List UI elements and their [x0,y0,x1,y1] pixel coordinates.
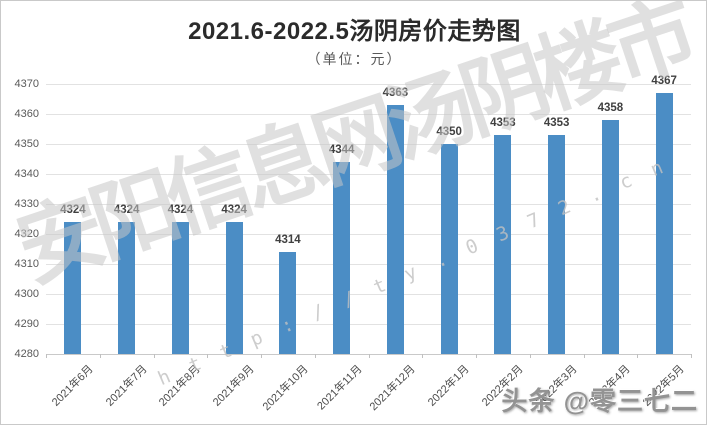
bar-value-label: 4324 [60,204,86,216]
x-axis-tick [46,354,47,358]
y-axis-label-4360: 4360 [14,108,39,120]
bar-value-label: 4350 [436,126,462,138]
gridline-4290 [46,324,691,325]
bar-value-label: 4353 [543,117,570,129]
bar-2021年7月 [118,222,136,354]
y-axis-label-4370: 4370 [14,78,39,90]
bar-value-label: 4324 [167,204,194,216]
x-axis-tick [261,354,262,358]
bar-2021年8月 [171,222,189,354]
bar-2021年9月 [225,222,243,354]
y-axis-label-4350: 4350 [14,138,39,150]
bar-2021年10月 [279,252,297,354]
y-axis-label-4310: 4310 [14,258,39,270]
x-axis-tick [314,354,316,358]
x-axis-tick [529,354,531,358]
x-axis-tick [153,354,155,358]
gridline-4320 [46,234,691,235]
bar-value-label: 4344 [328,144,355,156]
y-axis-label-4280: 4280 [14,348,39,360]
y-axis-label-4320: 4320 [14,228,39,240]
x-axis-tick [99,354,101,358]
bar-2021年11月 [333,162,351,354]
chart-title: 2021.6-2022.5汤阴房价走势图 [188,18,521,45]
gridline-4340 [46,174,691,175]
bar-2022年2月 [494,135,512,354]
bar-2021年6月 [64,222,82,354]
gridline-4370 [46,84,691,85]
bar-value-label: 4358 [597,102,624,114]
x-axis-tick [691,354,692,358]
bar-2021年12月 [386,105,404,354]
chart-header: 2021.6-2022.5汤阴房价走势图 （单位：元） [1,11,706,69]
bar-2022年1月 [440,144,458,354]
watermark-author-handle: 头条 @零三七二 [501,386,698,416]
y-axis-label-4330: 4330 [14,198,39,210]
gridline-4310 [46,264,691,265]
bar-2022年4月 [601,120,619,354]
y-axis-label-4340: 4340 [14,168,39,180]
bar-value-label: 4324 [221,204,247,216]
gridline-4360 [46,114,691,115]
gridline-4350 [46,144,691,145]
x-axis-tick [637,354,639,358]
x-axis-tick [368,354,370,358]
x-axis-tick [207,354,209,358]
bar-value-label: 4324 [113,204,140,216]
bar-value-label: 4314 [275,234,301,246]
gridline-4330 [46,204,691,205]
bar-2022年3月 [548,135,566,354]
x-axis-tick [476,354,477,358]
y-axis-label-4300: 4300 [14,288,39,300]
bar-value-label: 4353 [490,117,516,129]
bar-value-label: 4367 [651,75,677,87]
x-axis-tick [583,354,585,358]
x-axis-tick [422,354,424,358]
bar-value-label: 4363 [382,87,409,99]
chart-unit-label: （单位：元） [306,51,403,67]
y-axis-label-4290: 4290 [14,318,39,330]
bar-2022年5月 [655,93,673,354]
gridline-4300 [46,294,691,295]
